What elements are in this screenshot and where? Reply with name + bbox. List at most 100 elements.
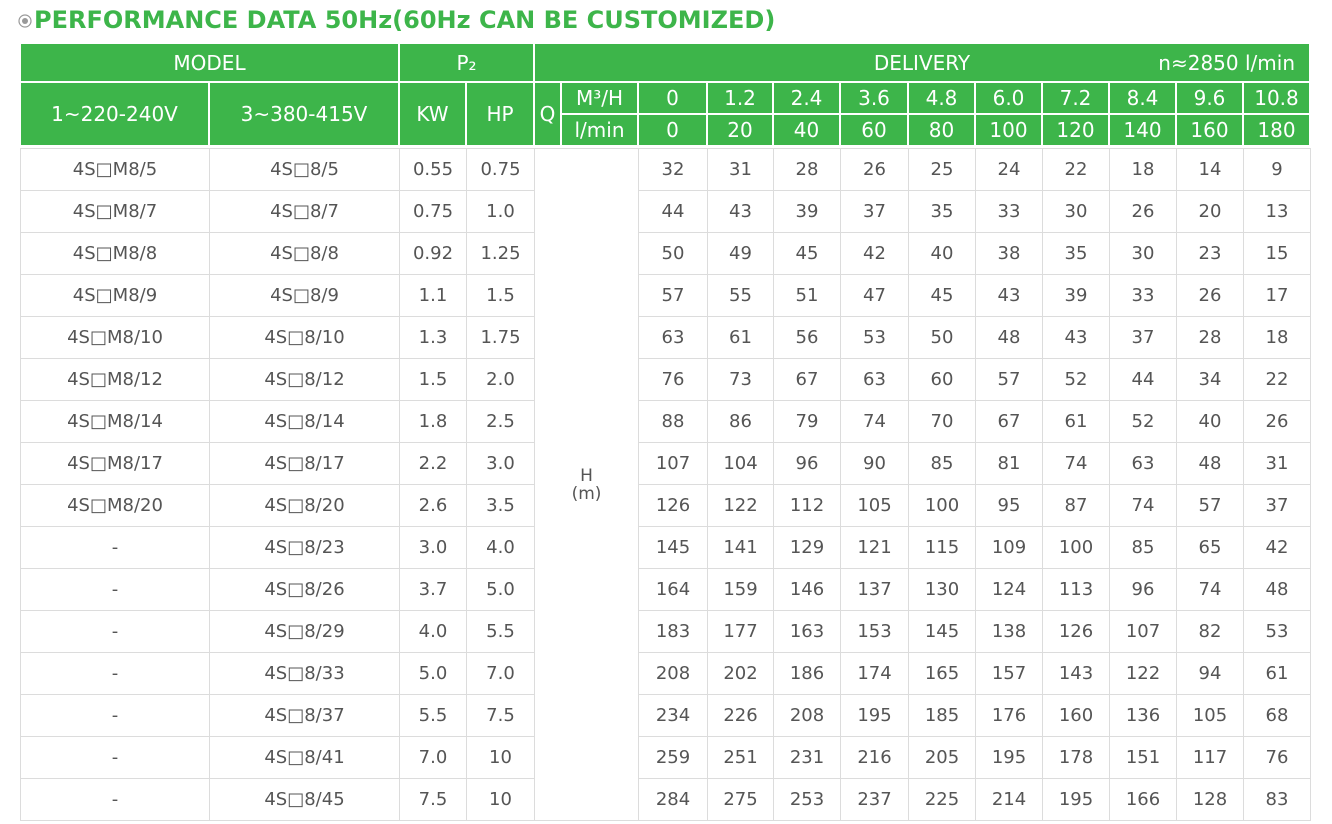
head-value: 22 [1042, 148, 1110, 191]
flow-lmin: 60 [841, 115, 907, 145]
model-cell: 4S□8/45 [209, 778, 400, 821]
head-value: 50 [638, 232, 708, 275]
flow-m3h: 2.4 [774, 83, 839, 113]
head-value: 178 [1042, 736, 1110, 779]
head-value: 39 [773, 190, 841, 233]
power-cell: 10 [466, 736, 535, 779]
head-value: 165 [908, 652, 976, 695]
head-value: 146 [773, 568, 841, 611]
head-value: 28 [773, 148, 841, 191]
model-cell: 4S□M8/20 [20, 484, 210, 527]
head-value: 214 [975, 778, 1043, 821]
head-value: 26 [1176, 274, 1244, 317]
head-value: 109 [975, 526, 1043, 569]
power-cell: 5.5 [466, 610, 535, 653]
head-value: 43 [1042, 316, 1110, 359]
head-value: 76 [638, 358, 708, 401]
head-value: 20 [1176, 190, 1244, 233]
head-value: 177 [707, 610, 774, 653]
model-cell: 4S□8/10 [209, 316, 400, 359]
flow-m3h: 4.8 [909, 83, 974, 113]
head-value: 126 [638, 484, 708, 527]
power-cell: 0.92 [399, 232, 467, 275]
head-value: 231 [773, 736, 841, 779]
model-cell: 4S□8/14 [209, 400, 400, 443]
model-cell: 4S□8/29 [209, 610, 400, 653]
head-value: 157 [975, 652, 1043, 695]
head-unit: (m) [571, 483, 602, 504]
head-value: 202 [707, 652, 774, 695]
flow-lmin: 80 [909, 115, 974, 145]
head-value: 35 [908, 190, 976, 233]
model-cell: - [20, 778, 210, 821]
head-value: 122 [1109, 652, 1177, 695]
head-value: 164 [638, 568, 708, 611]
head-value: 186 [773, 652, 841, 695]
head-value: 43 [975, 274, 1043, 317]
power-cell: 1.5 [466, 274, 535, 317]
flow-m3h: 9.6 [1177, 83, 1242, 113]
head-value: 96 [773, 442, 841, 485]
model-cell: 4S□8/5 [209, 148, 400, 191]
head-value: 47 [840, 274, 909, 317]
power-cell: 3.0 [399, 526, 467, 569]
model-cell: 4S□8/12 [209, 358, 400, 401]
model-cell: 4S□M8/17 [20, 442, 210, 485]
head-value: 83 [1243, 778, 1311, 821]
head-value: 225 [908, 778, 976, 821]
head-value: 60 [908, 358, 976, 401]
voltage-1-header: 1~220-240V [21, 83, 208, 145]
head-value: 68 [1243, 694, 1311, 737]
head-value: 25 [908, 148, 976, 191]
head-value: 37 [840, 190, 909, 233]
head-value: 137 [840, 568, 909, 611]
power-cell: 1.25 [466, 232, 535, 275]
head-value: 100 [908, 484, 976, 527]
head-value: 185 [908, 694, 976, 737]
q-header: Q [535, 83, 560, 145]
lmin-header: l/min [562, 115, 637, 145]
power-cell: 2.5 [466, 400, 535, 443]
model-cell: 4S□8/20 [209, 484, 400, 527]
model-cell: - [20, 526, 210, 569]
flow-m3h: 0 [639, 83, 706, 113]
head-value: 76 [1243, 736, 1311, 779]
head-value: 208 [638, 652, 708, 695]
head-value: 31 [707, 148, 774, 191]
head-value: 145 [908, 610, 976, 653]
head-value: 61 [1042, 400, 1110, 443]
head-value: 18 [1109, 148, 1177, 191]
head-value: 74 [840, 400, 909, 443]
model-cell: 4S□8/23 [209, 526, 400, 569]
model-cell: - [20, 694, 210, 737]
head-value: 49 [707, 232, 774, 275]
flow-m3h: 8.4 [1110, 83, 1175, 113]
power-cell: 2.0 [466, 358, 535, 401]
head-value: 30 [1109, 232, 1177, 275]
delivery-label: DELIVERY [873, 50, 971, 75]
head-value: 67 [975, 400, 1043, 443]
head-value: 176 [975, 694, 1043, 737]
head-value: 33 [1109, 274, 1177, 317]
head-value: 63 [1109, 442, 1177, 485]
flow-lmin: 20 [708, 115, 772, 145]
head-value: 9 [1243, 148, 1311, 191]
head-value: 112 [773, 484, 841, 527]
head-value: 151 [1109, 736, 1177, 779]
head-value: 17 [1243, 274, 1311, 317]
head-value: 195 [1042, 778, 1110, 821]
head-value: 153 [840, 610, 909, 653]
power-cell: 5.0 [399, 652, 467, 695]
head-value: 40 [1176, 400, 1244, 443]
power-cell: 1.1 [399, 274, 467, 317]
head-value: 57 [975, 358, 1043, 401]
head-value: 35 [1042, 232, 1110, 275]
head-value: 237 [840, 778, 909, 821]
head-value: 234 [638, 694, 708, 737]
head-value: 50 [908, 316, 976, 359]
head-value: 74 [1176, 568, 1244, 611]
head-value: 26 [1109, 190, 1177, 233]
head-value: 33 [975, 190, 1043, 233]
model-cell: - [20, 610, 210, 653]
